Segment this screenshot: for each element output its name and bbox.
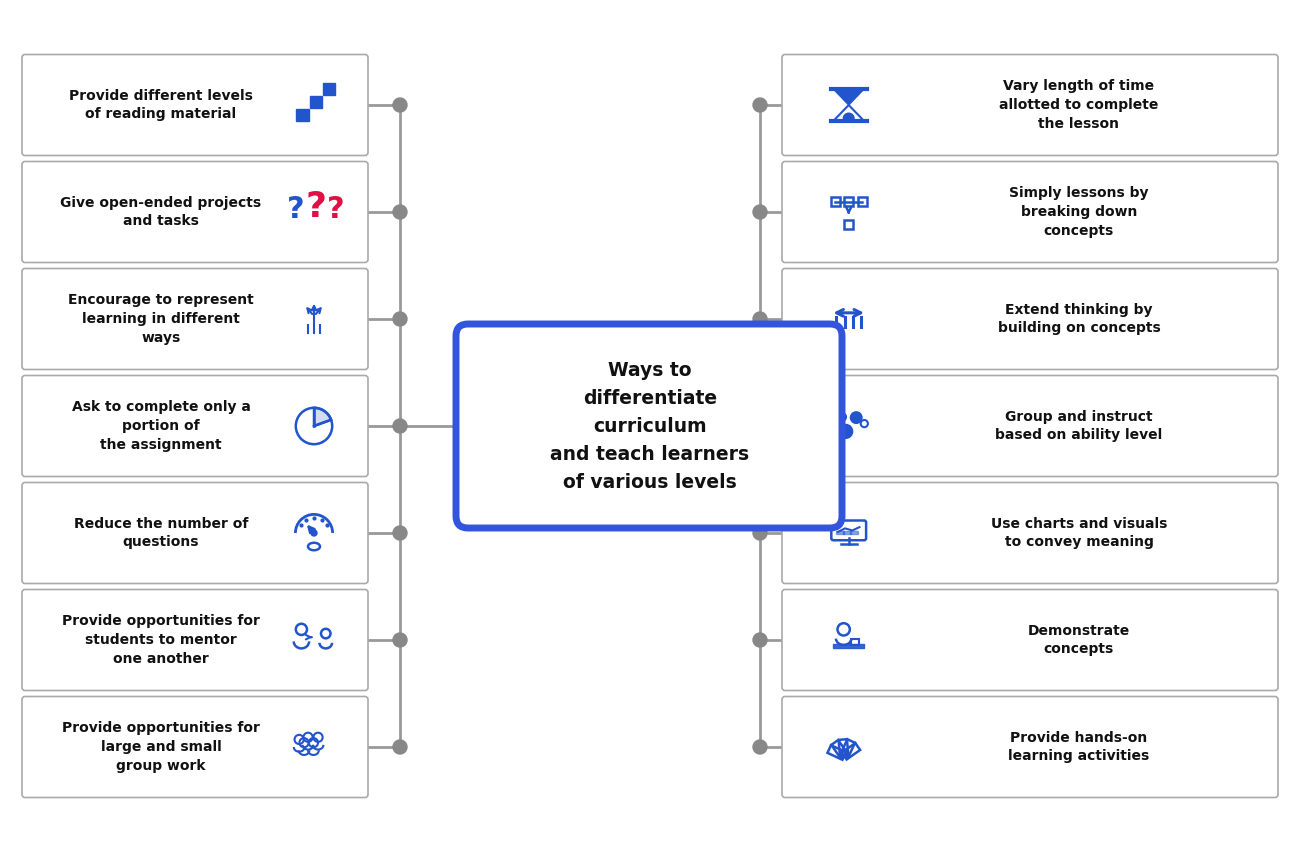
FancyBboxPatch shape [22, 162, 368, 262]
Bar [828, 746, 846, 760]
Circle shape [393, 633, 407, 647]
FancyBboxPatch shape [22, 268, 368, 370]
Circle shape [393, 312, 407, 326]
Bar [322, 83, 335, 95]
FancyBboxPatch shape [22, 376, 368, 476]
Circle shape [311, 530, 317, 536]
FancyBboxPatch shape [783, 55, 1278, 156]
Bar [309, 95, 321, 108]
Bar [840, 740, 855, 757]
Bar [836, 531, 844, 534]
Bar [844, 198, 853, 206]
Circle shape [850, 412, 862, 423]
Bar [831, 740, 848, 758]
FancyBboxPatch shape [456, 324, 842, 528]
Text: Extend thinking by
building on concepts: Extend thinking by building on concepts [997, 302, 1161, 336]
Bar [842, 743, 861, 759]
Text: Simply lessons by
breaking down
concepts: Simply lessons by breaking down concepts [1009, 186, 1149, 238]
FancyBboxPatch shape [783, 268, 1278, 370]
Polygon shape [833, 89, 863, 105]
Circle shape [838, 413, 846, 421]
FancyBboxPatch shape [22, 55, 368, 156]
FancyBboxPatch shape [783, 376, 1278, 476]
Text: Provide different levels
of reading material: Provide different levels of reading mate… [69, 89, 254, 122]
Text: Reduce the number of
questions: Reduce the number of questions [74, 516, 248, 550]
Bar [844, 220, 853, 228]
FancyBboxPatch shape [783, 696, 1278, 797]
Bar [858, 198, 867, 206]
Text: Ways to
differentiate
curriculum
and teach learners
of various levels: Ways to differentiate curriculum and tea… [550, 360, 750, 492]
Circle shape [829, 424, 835, 430]
Text: Use charts and visuals
to convey meaning: Use charts and visuals to convey meaning [991, 516, 1167, 550]
Bar [852, 639, 859, 645]
Bar [850, 531, 858, 534]
Circle shape [753, 633, 767, 647]
Bar [833, 644, 865, 648]
Circle shape [753, 205, 767, 219]
Circle shape [753, 740, 767, 754]
FancyBboxPatch shape [783, 590, 1278, 690]
Text: Group and instruct
based on ability level: Group and instruct based on ability leve… [996, 410, 1162, 442]
Text: Give open-ended projects
and tasks: Give open-ended projects and tasks [60, 195, 261, 228]
FancyBboxPatch shape [783, 482, 1278, 584]
Text: Vary length of time
allotted to complete
the lesson: Vary length of time allotted to complete… [1000, 79, 1158, 131]
Circle shape [393, 526, 407, 540]
FancyBboxPatch shape [22, 590, 368, 690]
Bar [296, 109, 308, 121]
Text: Ask to complete only a
portion of
the assignment: Ask to complete only a portion of the as… [72, 400, 251, 452]
Text: Demonstrate
concepts: Demonstrate concepts [1028, 624, 1130, 657]
Circle shape [753, 98, 767, 112]
Circle shape [393, 205, 407, 219]
Polygon shape [833, 105, 863, 121]
Text: Provide hands-on
learning activities: Provide hands-on learning activities [1009, 730, 1149, 763]
Text: Provide opportunities for
large and small
group work: Provide opportunities for large and smal… [62, 721, 260, 773]
Text: ?: ? [306, 190, 326, 224]
Circle shape [753, 312, 767, 326]
Circle shape [753, 419, 767, 433]
FancyBboxPatch shape [783, 162, 1278, 262]
Bar [838, 740, 849, 757]
FancyBboxPatch shape [22, 696, 368, 797]
Circle shape [393, 419, 407, 433]
Text: ?: ? [328, 195, 345, 224]
Wedge shape [844, 113, 854, 118]
Wedge shape [315, 408, 332, 426]
Circle shape [393, 98, 407, 112]
Circle shape [753, 526, 767, 540]
Bar [831, 198, 840, 206]
Circle shape [838, 425, 853, 438]
Circle shape [861, 420, 868, 427]
Text: Encourage to represent
learning in different
ways: Encourage to represent learning in diffe… [68, 293, 254, 345]
Circle shape [393, 740, 407, 754]
Bar [844, 531, 852, 534]
Text: Provide opportunities for
students to mentor
one another: Provide opportunities for students to me… [62, 614, 260, 666]
Text: ?: ? [287, 195, 304, 224]
FancyBboxPatch shape [22, 482, 368, 584]
Circle shape [835, 434, 842, 441]
